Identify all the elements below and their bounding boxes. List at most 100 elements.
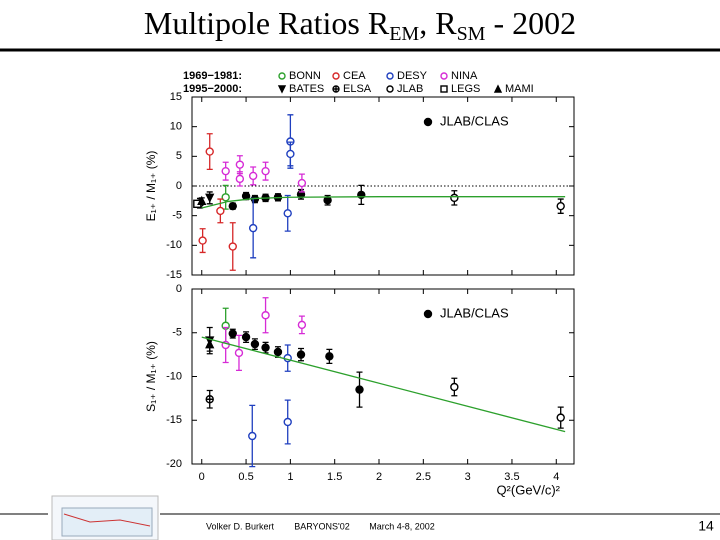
point (235, 160, 245, 169)
legend-period: 1969−1981: (183, 70, 242, 82)
legend-label: DESY (397, 70, 428, 82)
legend-marker (386, 85, 394, 93)
point (283, 417, 292, 427)
slide-title: Multipole Ratios REM, RSM - 2002 (144, 5, 576, 44)
x-tick-label: 1 (287, 471, 293, 483)
point (216, 206, 225, 216)
legend-marker (493, 84, 503, 93)
legend-label: MAMI (505, 83, 534, 95)
title-text: - 2002 (485, 5, 576, 41)
x-tick-label: 0.5 (238, 471, 253, 483)
title-text: Multipole Ratios R (144, 5, 390, 41)
point (197, 195, 207, 206)
x-tick-label: 3.5 (504, 471, 519, 483)
y-tick-label: 10 (170, 121, 182, 133)
legend-marker (332, 72, 340, 80)
legend-marker (277, 85, 287, 94)
title-text: , R (419, 5, 457, 41)
x-tick-label: 2.5 (416, 471, 431, 483)
point (296, 350, 306, 359)
point (221, 166, 230, 176)
y-tick-label: -5 (172, 327, 182, 339)
point (241, 332, 251, 342)
y-tick-label: 0 (176, 283, 182, 295)
y-tick-label: 5 (176, 150, 182, 162)
legend-label: BATES (289, 83, 324, 95)
point (556, 201, 565, 211)
x-tick-label: 0 (199, 471, 205, 483)
legend-marker (440, 85, 448, 93)
legend-label: ELSA (343, 83, 372, 95)
point (450, 193, 459, 203)
y-tick-label: -10 (166, 239, 182, 251)
point (228, 242, 237, 251)
point (228, 329, 237, 338)
point (221, 193, 230, 202)
point (248, 171, 258, 181)
point (205, 147, 214, 156)
point (205, 395, 214, 404)
point (248, 223, 258, 233)
footer-conference: BARYONS'02 (294, 521, 350, 531)
point (228, 201, 237, 211)
point (323, 196, 332, 205)
point (273, 347, 283, 357)
legend-label: JLAB/CLAS (440, 113, 509, 128)
x-tick-label: 1.5 (327, 471, 342, 483)
legend-label: JLAB/CLAS (440, 305, 509, 320)
thumbnail (51, 495, 159, 540)
fit-line (201, 336, 566, 433)
y-axis-label: S₁₊ / M₁₊ (%) (144, 341, 158, 412)
legend-label: JLAB (397, 83, 423, 95)
x-tick-label: 2 (376, 471, 382, 483)
point (261, 166, 270, 176)
legend-marker (332, 85, 340, 93)
point (297, 178, 307, 188)
point (250, 339, 260, 349)
point (248, 431, 257, 441)
x-axis-label: Q²(GeV/c)² (496, 482, 560, 497)
legend-label: NINA (451, 70, 478, 82)
point (261, 343, 270, 352)
y-tick-label: 15 (170, 91, 182, 103)
x-tick-label: 3 (465, 471, 471, 483)
y-tick-label: 0 (176, 180, 182, 192)
legend-marker (386, 72, 394, 80)
y-tick-label: -15 (166, 414, 182, 426)
point (556, 413, 565, 422)
title-sub: SM (457, 23, 486, 45)
legend-marker (440, 72, 448, 80)
fit-line (201, 196, 566, 209)
y-tick-label: -5 (172, 210, 182, 222)
point (450, 382, 459, 392)
point (235, 174, 245, 184)
footer-author: Volker D. Burkert (206, 521, 275, 531)
y-axis-label: E₁₊ / M₁₊ (%) (144, 151, 158, 222)
legend-marker (423, 117, 433, 127)
point (205, 193, 215, 203)
x-tick-label: 4 (553, 471, 559, 483)
legend-marker (423, 309, 433, 319)
footer-date: March 4-8, 2002 (369, 521, 435, 531)
point (205, 339, 215, 349)
point (234, 348, 244, 358)
point (283, 209, 292, 218)
point (198, 236, 207, 245)
y-tick-label: -20 (166, 458, 182, 470)
point (325, 352, 334, 361)
page-number: 14 (698, 518, 714, 534)
legend-period: 1995−2000: (183, 83, 242, 95)
legend-label: CEA (343, 70, 366, 82)
title-sub: EM (389, 23, 419, 45)
point (286, 149, 295, 159)
legend-label: BONN (289, 70, 321, 82)
y-tick-label: -15 (166, 269, 182, 281)
point (261, 311, 270, 320)
legend-label: LEGS (451, 83, 480, 95)
y-tick-label: -10 (166, 370, 182, 382)
legend-marker (278, 72, 286, 80)
point (297, 320, 307, 330)
point (355, 385, 364, 394)
